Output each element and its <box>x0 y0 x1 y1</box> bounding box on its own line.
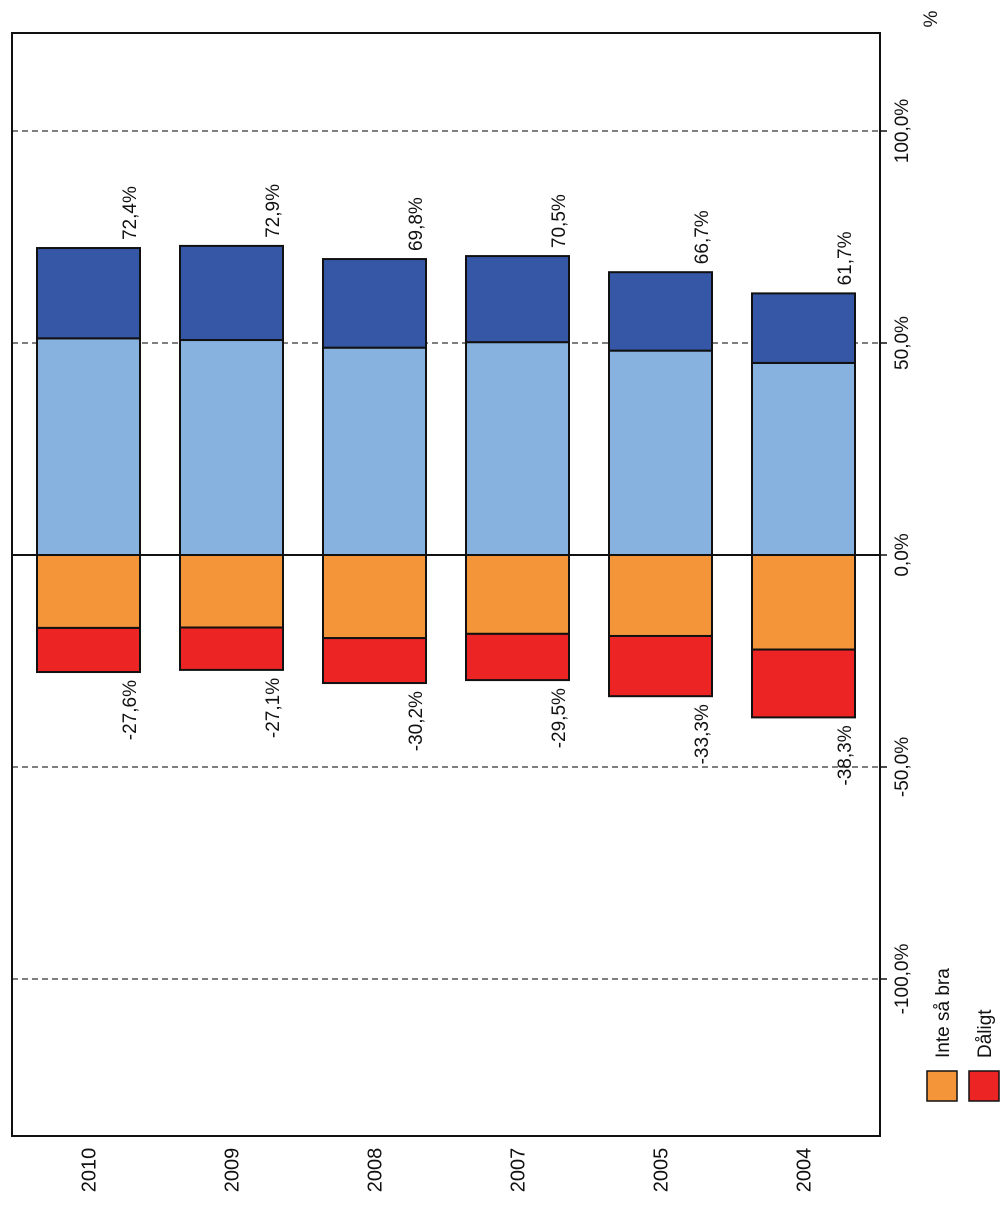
axis-layer: 100,0% 50,0% 0,0% -50,0% -100,0%% 2010 2009 200… <box>11 10 942 1193</box>
tick-label: -100,0% <box>892 944 913 1015</box>
data-label-positive-total: 69,8% <box>406 197 427 251</box>
bar-segment-inte-sa-bra <box>608 554 713 637</box>
bar-segment-positive-dark <box>608 271 713 352</box>
legend-swatch <box>968 1070 1000 1102</box>
tick-label: 50,0% <box>892 316 913 370</box>
bar-segment-positive-dark <box>465 255 570 344</box>
tick-label: 100,0% <box>892 99 913 164</box>
bar-segment-daligt <box>465 632 570 682</box>
tick-label: -50,0% <box>892 737 913 797</box>
bar-segment-positive-light <box>608 349 713 556</box>
category-label: 2007 <box>508 1148 530 1193</box>
bar-segment-positive-light <box>751 361 856 557</box>
bar-segment-daligt <box>322 637 427 685</box>
bar-segment-inte-sa-bra <box>322 554 427 640</box>
category-label: 2005 <box>651 1148 673 1193</box>
bar-segment-positive-dark <box>322 258 427 349</box>
legend-label: Dåligt <box>975 1009 996 1058</box>
category-label: 2008 <box>365 1148 387 1193</box>
bar-segment-positive-dark <box>179 244 284 342</box>
legend-swatch <box>926 1070 958 1102</box>
category-label: 2004 <box>794 1148 816 1193</box>
tick-label: 0,0% <box>892 533 913 576</box>
bar-segment-positive-dark <box>751 292 856 364</box>
data-label-negative-total: -30,2% <box>406 691 427 751</box>
grid-layer <box>12 130 880 980</box>
bar-segment-daligt <box>179 626 284 671</box>
bar-segment-positive-light <box>36 337 141 556</box>
data-label-negative-total: -27,1% <box>263 678 284 738</box>
bar-segment-positive-light <box>465 341 570 557</box>
data-label-positive-total: 66,7% <box>692 210 713 264</box>
bar-segment-daligt <box>608 634 713 698</box>
bar-segment-positive-light <box>322 346 427 556</box>
plot-frame <box>11 32 881 1137</box>
data-label-negative-total: -27,6% <box>120 680 141 740</box>
legend-label: Inte så bra <box>933 968 954 1058</box>
bar-segment-positive-dark <box>36 247 141 340</box>
labels-layer: 72,4% -27,6% 72,9% -27,1% 69,8% -30,2% 70,5% -2… <box>120 184 856 786</box>
data-label-negative-total: -38,3% <box>835 725 856 785</box>
bar-segment-inte-sa-bra <box>751 554 856 651</box>
bar-segment-inte-sa-bra <box>179 554 284 629</box>
category-label: 2010 <box>79 1148 101 1193</box>
axis-unit-label: % <box>921 10 942 27</box>
bar-segment-inte-sa-bra <box>36 554 141 629</box>
bar-segment-daligt <box>751 648 856 719</box>
data-label-positive-total: 72,4% <box>120 186 141 240</box>
data-label-negative-total: -29,5% <box>549 688 570 748</box>
bar-segment-inte-sa-bra <box>465 554 570 635</box>
category-label: 2009 <box>222 1148 244 1193</box>
data-label-negative-total: -33,3% <box>692 704 713 764</box>
data-label-positive-total: 72,9% <box>263 184 284 238</box>
bar-segment-positive-light <box>179 339 284 557</box>
data-label-positive-total: 70,5% <box>549 194 570 248</box>
bar-segment-daligt <box>36 626 141 674</box>
data-label-positive-total: 61,7% <box>835 231 856 285</box>
bars-layer <box>36 244 856 719</box>
legend: Inte så bra Dåligt <box>926 968 1000 1102</box>
